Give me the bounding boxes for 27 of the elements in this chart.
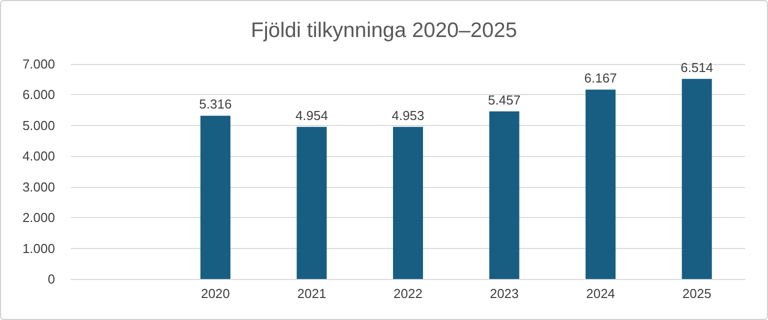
data-label: 4.953: [392, 108, 424, 123]
x-tick-label: 2024: [586, 286, 616, 301]
y-tick-label: 2.000: [22, 210, 55, 226]
data-label: 6.167: [584, 70, 617, 86]
data-label: 6.514: [680, 60, 714, 75]
bar: [296, 126, 327, 279]
y-tick-label: 3.000: [22, 179, 55, 194]
data-label: 5.316: [199, 96, 232, 112]
data-label: 4.954: [295, 108, 328, 123]
y-tick-label: 6.000: [22, 87, 55, 102]
x-tick-label: 2025: [682, 286, 712, 301]
chart-title: Fjöldi tilkynninga 2020–2025: [250, 19, 518, 42]
y-tick-label: 4.000: [22, 148, 55, 164]
data-label: 5.457: [488, 92, 521, 108]
y-tick-label: 0: [48, 272, 55, 286]
bar: [586, 90, 616, 279]
x-tick-label: 2020: [200, 286, 230, 301]
bar: [682, 78, 712, 279]
bar: [200, 116, 230, 279]
y-tick-label: 5.000: [22, 118, 55, 133]
bar: [393, 126, 423, 279]
y-tick-label: 1.000: [22, 240, 55, 256]
x-tick-label: 2023: [490, 286, 519, 301]
x-tick-label: 2021: [297, 286, 326, 301]
bar: [489, 111, 520, 279]
x-tick-label: 2022: [394, 286, 422, 301]
y-tick-label: 7.000: [22, 56, 55, 72]
